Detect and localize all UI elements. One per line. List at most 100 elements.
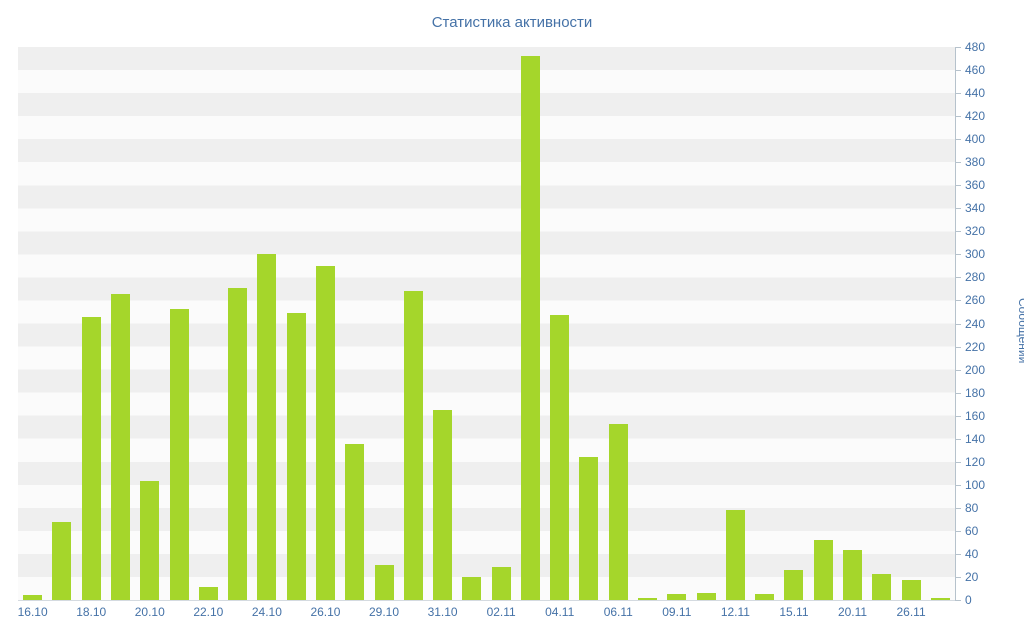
bar[interactable] (403, 291, 423, 600)
y-axis-tick (956, 231, 961, 233)
y-axis-tick (956, 415, 961, 417)
bar[interactable] (784, 570, 804, 600)
bar[interactable] (228, 287, 248, 600)
bar[interactable] (81, 316, 101, 600)
y-axis-tick-label: 440 (965, 86, 986, 101)
bar[interactable] (52, 521, 72, 600)
bar[interactable] (813, 540, 833, 600)
chart-title: Статистика активности (431, 14, 593, 31)
bar[interactable] (462, 576, 482, 600)
bar[interactable] (608, 423, 628, 600)
y-axis-line (955, 47, 956, 601)
bar[interactable] (550, 315, 570, 600)
y-axis-tick (956, 323, 961, 325)
y-axis-tick-label: 300 (965, 247, 986, 262)
y-axis-tick (956, 300, 961, 302)
y-axis-tick (956, 208, 961, 210)
bar[interactable] (843, 550, 863, 600)
bar[interactable] (433, 409, 453, 600)
bar[interactable] (755, 594, 775, 600)
y-axis-tick (956, 70, 961, 72)
x-axis-label: 24.10 (251, 605, 282, 619)
y-axis-tick-label: 320 (965, 224, 986, 239)
x-axis-label: 16.10 (17, 605, 48, 619)
x-axis-label: 02.11 (486, 605, 516, 619)
y-axis-tick-label: 60 (965, 523, 979, 538)
y-axis-tick-label: 180 (965, 385, 986, 400)
y-axis-tick (956, 461, 961, 463)
x-axis-label: 20.11 (837, 605, 868, 619)
y-axis-tick-label: 40 (965, 546, 979, 561)
bar[interactable] (930, 597, 950, 600)
x-axis-label: 18.10 (76, 605, 107, 619)
x-axis-label: 29.10 (369, 605, 400, 619)
bar[interactable] (579, 457, 599, 600)
y-axis-tick (956, 438, 961, 440)
y-axis-tick-label: 380 (965, 155, 986, 170)
bar[interactable] (345, 444, 365, 600)
bar[interactable] (638, 597, 658, 600)
y-axis-tick-label: 0 (965, 593, 972, 607)
bar[interactable] (491, 566, 511, 600)
bar[interactable] (315, 265, 335, 600)
y-axis-tick-label: 220 (965, 339, 986, 354)
y-axis-tick (956, 185, 961, 187)
y-axis-tick-label: 240 (965, 316, 986, 331)
x-axis-label: 26.10 (310, 605, 341, 619)
y-axis-tick-label: 480 (965, 40, 986, 54)
y-axis-tick-label: 120 (965, 454, 986, 469)
y-axis-tick (956, 277, 961, 279)
x-axis-label: 04.11 (545, 605, 575, 619)
x-axis-label: 20.10 (134, 605, 165, 619)
x-axis-label: 06.11 (603, 605, 633, 619)
bar[interactable] (696, 593, 716, 600)
bar[interactable] (169, 308, 189, 600)
y-axis-tick (956, 484, 961, 486)
y-axis-tick (956, 369, 961, 371)
y-axis-tick-label: 20 (965, 569, 979, 584)
y-axis-tick-label: 280 (965, 270, 986, 285)
bar[interactable] (23, 595, 43, 600)
y-axis-tick (956, 530, 961, 532)
x-axis-label: 09.11 (662, 605, 692, 619)
y-axis-tick-label: 160 (965, 408, 986, 423)
y-axis-tick-label: 460 (965, 63, 986, 78)
bar[interactable] (140, 481, 160, 600)
y-axis-tick (956, 392, 961, 394)
bar[interactable] (198, 587, 218, 600)
x-axis-label: 31.10 (427, 605, 458, 619)
x-axis-label: 12.11 (720, 605, 750, 619)
bar[interactable] (257, 254, 277, 600)
y-axis-tick (956, 553, 961, 555)
bar[interactable] (520, 56, 540, 600)
y-axis-tick (956, 139, 961, 141)
bar[interactable] (110, 293, 130, 600)
y-axis-tick-label: 420 (965, 109, 986, 124)
bar[interactable] (374, 565, 394, 600)
bar[interactable] (901, 580, 921, 600)
y-axis-tick-label: 100 (965, 477, 986, 492)
y-axis-tick (956, 346, 961, 348)
x-axis-label: 15.11 (779, 605, 809, 619)
bar[interactable] (667, 594, 687, 600)
plot-area (18, 47, 955, 601)
y-axis-tick (956, 600, 961, 601)
bar[interactable] (286, 313, 306, 600)
bar[interactable] (725, 510, 745, 600)
y-axis-tick-label: 260 (965, 293, 986, 308)
y-axis-tick-label: 340 (965, 201, 986, 216)
y-axis-tick-label: 80 (965, 500, 979, 515)
y-axis-tick (956, 162, 961, 164)
y-axis-tick-label: 400 (965, 132, 986, 147)
y-axis-tick-label: 140 (965, 431, 986, 446)
bar[interactable] (872, 573, 892, 600)
y-axis-tick (956, 576, 961, 578)
y-axis-title: Сообщений (1016, 298, 1024, 364)
y-axis-tick (956, 507, 961, 509)
y-axis-tick (956, 47, 961, 48)
x-axis-label: 26.11 (896, 605, 926, 619)
y-axis-tick (956, 116, 961, 118)
y-axis-tick-label: 360 (965, 178, 986, 193)
x-axis-label: 22.10 (193, 605, 224, 619)
